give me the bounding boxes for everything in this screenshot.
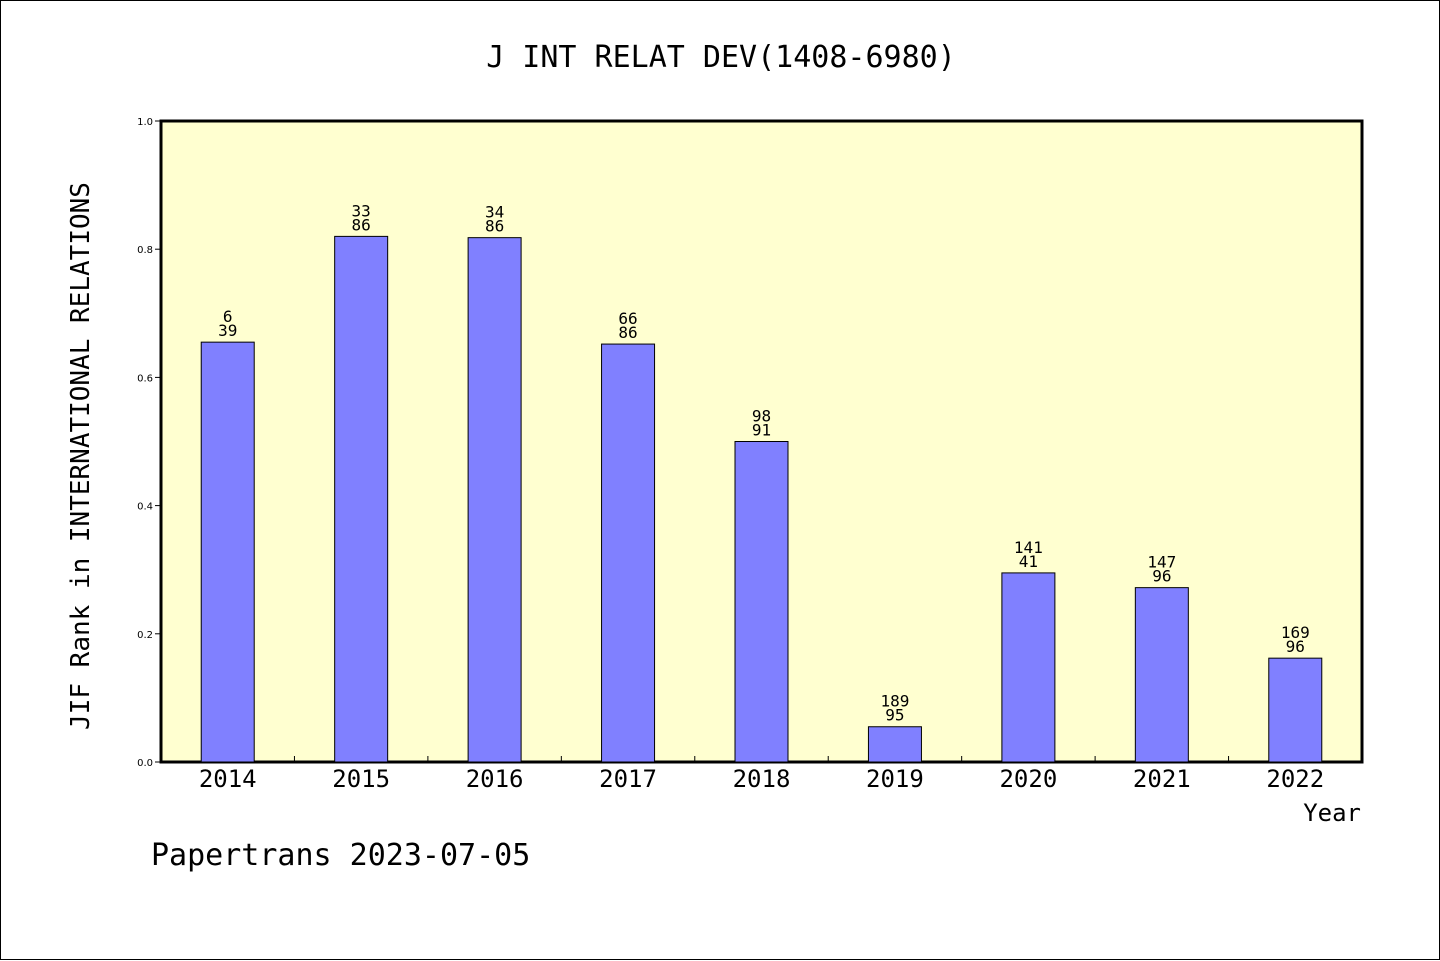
data-label-top: 33 xyxy=(352,201,371,220)
bar xyxy=(1134,587,1189,763)
bar xyxy=(867,726,922,763)
x-tick-label: 2017 xyxy=(599,765,657,793)
y-tick-label: 1.0 xyxy=(137,117,153,128)
data-label-bottom: 41 xyxy=(1019,552,1038,571)
bar xyxy=(200,341,255,763)
data-label-top: 169 xyxy=(1281,623,1310,642)
data-label-bottom: 86 xyxy=(485,217,504,236)
x-tick-label: 2022 xyxy=(1266,765,1324,793)
data-label-bottom: 39 xyxy=(218,321,237,340)
y-tick-label: 0.0 xyxy=(137,758,153,769)
x-tick-label: 2018 xyxy=(733,765,791,793)
bar xyxy=(467,237,522,763)
y-tick-label: 0.4 xyxy=(137,502,153,513)
data-label-bottom: 96 xyxy=(1286,637,1305,656)
data-label-top: 66 xyxy=(618,309,637,328)
footer-text: Papertrans 2023-07-05 xyxy=(151,838,530,873)
y-axis-label: JIF Rank in INTERNATIONAL RELATIONS xyxy=(66,182,96,730)
data-label-bottom: 91 xyxy=(752,421,771,440)
data-label-top: 6 xyxy=(223,307,233,326)
x-axis-ticks: 2014 2015 2016 2017 2018 2019 2020 2021 2022 xyxy=(199,756,1324,793)
bar xyxy=(334,235,389,763)
x-tick-label: 2016 xyxy=(466,765,524,793)
x-tick-label: 2014 xyxy=(199,765,257,793)
y-tick-label: 0.2 xyxy=(137,630,153,641)
x-tick-label: 2020 xyxy=(999,765,1057,793)
data-label-top: 98 xyxy=(752,407,771,426)
data-label-top: 141 xyxy=(1014,538,1043,557)
y-tick-label: 0.6 xyxy=(137,373,153,384)
x-tick-label: 2015 xyxy=(332,765,390,793)
bar xyxy=(601,343,656,763)
bars xyxy=(200,235,1323,763)
data-label-bottom: 96 xyxy=(1152,567,1171,586)
bar xyxy=(1001,572,1056,763)
x-axis-label: Year xyxy=(1303,799,1361,827)
x-tick-label: 2019 xyxy=(866,765,924,793)
data-label-top: 189 xyxy=(880,692,909,711)
data-label-bottom: 95 xyxy=(885,706,904,725)
y-axis-ticks: 0.0 0.2 0.4 0.6 0.8 1.0 xyxy=(137,117,161,769)
x-tick-label: 2021 xyxy=(1133,765,1191,793)
chart-title: J INT RELAT DEV(1408-6980) xyxy=(486,40,956,75)
bar xyxy=(1268,657,1323,763)
bar xyxy=(734,441,789,763)
data-label-top: 147 xyxy=(1147,553,1176,572)
data-label-top: 34 xyxy=(485,203,504,222)
data-label-bottom: 86 xyxy=(618,323,637,342)
y-tick-label: 0.8 xyxy=(137,245,153,256)
data-label-bottom: 86 xyxy=(352,215,371,234)
